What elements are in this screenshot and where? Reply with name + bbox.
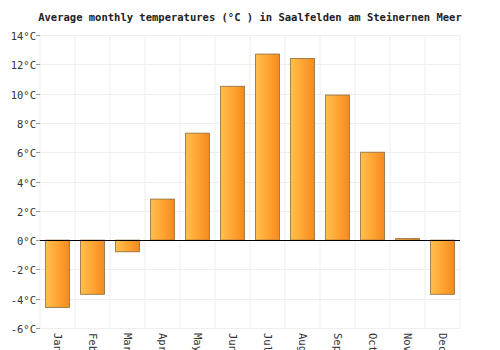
y-tick-label: 6°C [17,147,36,159]
grid-line [40,152,460,153]
y-tick-label: 12°C [11,59,36,71]
grid-line-x [145,35,146,328]
x-tick-label: Sep [332,333,344,350]
y-tick-label: 14°C [11,30,36,42]
y-tick [36,94,40,95]
grid-line [40,35,460,36]
grid-line-x [425,35,426,328]
grid-line-x [390,35,391,328]
grid-line-x [75,35,76,328]
y-tick [36,64,40,65]
bar [221,86,245,240]
y-tick [36,123,40,124]
y-tick-label: 0°C [17,235,36,247]
grid-line-x [40,35,41,328]
y-tick [36,182,40,183]
chart-container: Average monthly temperatures (°C ) in Sa… [0,0,500,350]
bar [116,240,140,252]
y-tick [36,240,40,241]
grid-line [40,328,460,329]
grid-line [40,299,460,300]
y-tick [36,35,40,36]
bar [361,152,385,240]
x-tick-label: Feb [87,333,99,350]
bar [186,133,210,240]
y-tick [36,269,40,270]
grid-line-x [110,35,111,328]
x-tick-label: Nov [402,333,414,350]
bar [431,240,455,294]
y-tick [36,299,40,300]
title: Average monthly temperatures (°C ) in Sa… [38,11,462,23]
grid-line [40,94,460,95]
chart-svg: Average monthly temperatures (°C ) in Sa… [0,0,500,350]
grid-line [40,240,460,241]
y-tick [36,211,40,212]
x-tick-label: Oct [367,333,379,350]
bar [151,199,175,240]
grid [40,35,460,329]
bar [291,58,315,240]
x-tick-label: Mar [122,333,134,350]
grid-line-x [215,35,216,328]
grid-line [40,64,460,65]
grid-line-x [355,35,356,328]
bar [81,240,105,294]
grid-line-x [460,35,461,328]
y-tick-label: 2°C [17,206,36,218]
bar [326,95,350,240]
x-tick-label: Jan [52,333,64,350]
y-tick-label: -4°C [11,294,36,306]
grid-line-x [250,35,251,328]
grid-line [40,211,460,212]
bar [396,239,420,240]
x-tick-label: Aug [297,333,309,350]
grid-line [40,182,460,183]
x-tick-label: Apr [157,333,169,350]
bar [256,54,280,240]
grid-line-x [320,35,321,328]
y-tick-label: -2°C [11,264,36,276]
y-tick [36,152,40,153]
grid-line-x [285,35,286,328]
x-tick-label: Dec [437,333,449,350]
x-tick-label: May [192,333,204,350]
y-tick-label: 8°C [17,118,36,130]
grid-line [40,123,460,124]
x-tick-label: Jun [227,333,239,350]
y-tick-label: -6°C [11,323,36,335]
x-tick-label: Jul [262,333,274,350]
y-tick-label: 4°C [17,177,36,189]
bars [46,54,455,307]
zero-line [40,240,460,241]
grid-line-x [180,35,181,328]
y-tick [36,328,40,329]
y-tick-label: 10°C [11,89,36,101]
bar [46,240,70,307]
